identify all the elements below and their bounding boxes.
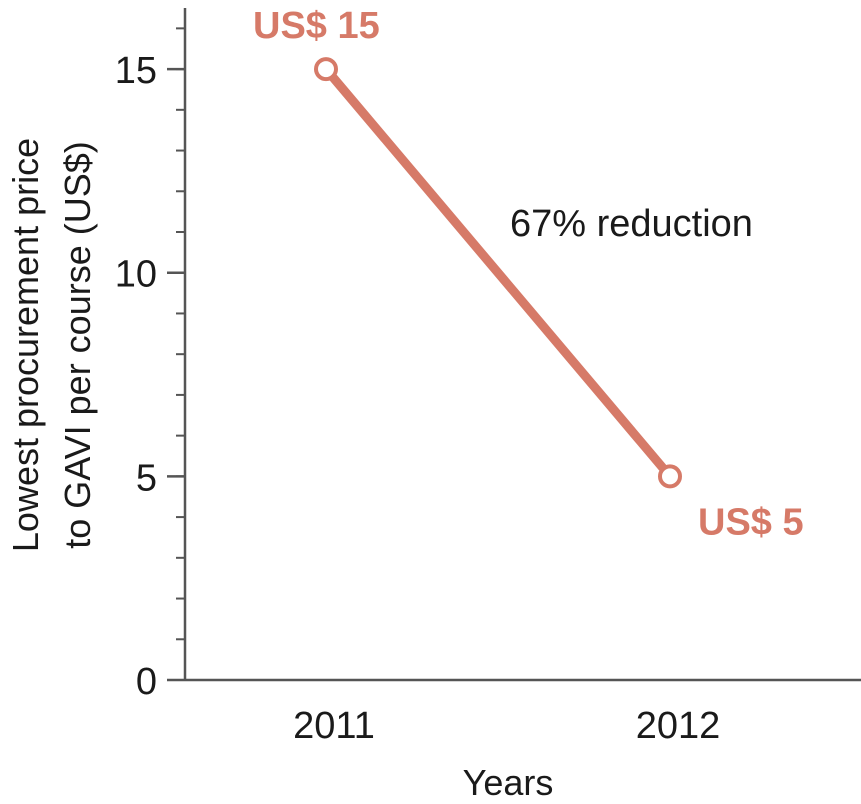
y-axis: 0 5 10 15 xyxy=(115,8,187,703)
y-major-ticks xyxy=(167,67,185,682)
series-line xyxy=(321,64,675,481)
data-point xyxy=(658,464,682,489)
y-tick-label: 5 xyxy=(136,457,157,499)
x-tick-label: 2011 xyxy=(293,705,375,747)
y-tick-label: 10 xyxy=(115,254,157,296)
data-label: US$ 15 xyxy=(253,5,380,47)
data-label: US$ 5 xyxy=(698,501,804,543)
x-axis: 2011 2012 xyxy=(185,678,861,747)
y-minor-ticks xyxy=(176,27,185,641)
y-tick-label: 0 xyxy=(136,661,157,703)
x-tick-label: 2012 xyxy=(636,705,721,747)
x-tick-labels: 2011 2012 xyxy=(293,705,720,747)
y-tick-labels: 0 5 10 15 xyxy=(115,50,157,703)
reduction-annotation: 67% reduction xyxy=(510,203,753,245)
y-tick-label: 15 xyxy=(115,50,157,92)
series-layer: US$ 15 US$ 5 xyxy=(253,5,804,543)
x-axis-title: Years xyxy=(463,762,554,803)
y-axis-title-line-2: to GAVI per course (US$) xyxy=(57,141,98,548)
y-axis-title-line-1: Lowest procurement price xyxy=(5,138,46,552)
data-point xyxy=(314,57,338,82)
